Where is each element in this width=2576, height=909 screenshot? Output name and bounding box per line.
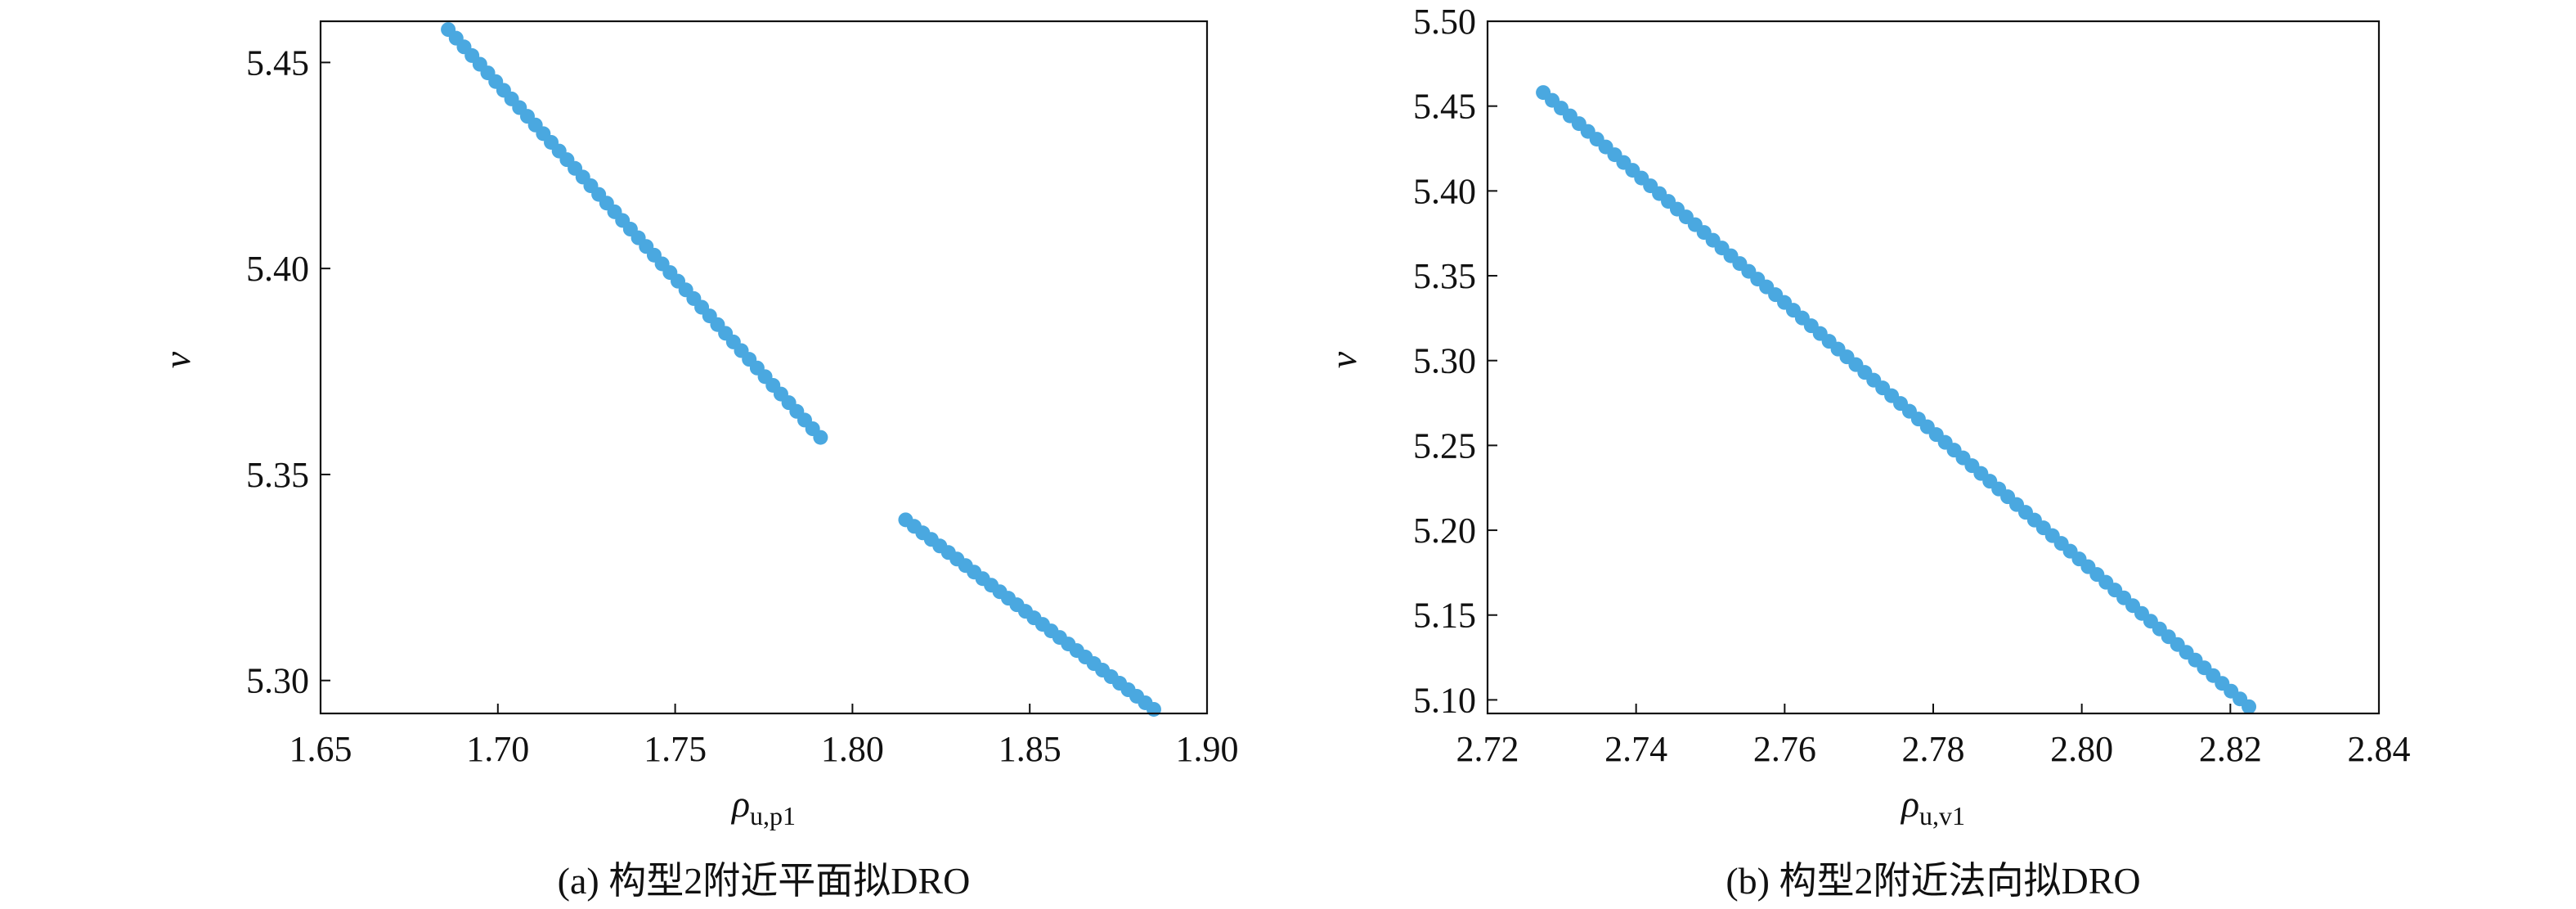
scatter-point-a-77 <box>1146 701 1161 717</box>
scatter-point-b-79 <box>2242 699 2257 714</box>
x-tick-label-b-4: 2.80 <box>2050 729 2113 769</box>
x-tick-label-b-3: 2.78 <box>1902 729 1965 769</box>
x-axis-label-a: ρu,p1 <box>730 783 796 830</box>
y-tick-label-b-8: 5.50 <box>1413 2 1476 42</box>
y-tick-label-b-0: 5.10 <box>1413 680 1476 720</box>
scatter-point-a-47 <box>813 430 828 445</box>
x-axis-subscript-b: u,v1 <box>1919 801 1965 830</box>
x-tick-label-b-1: 2.74 <box>1604 729 1667 769</box>
y-axis-label-b: v <box>1322 351 1364 368</box>
x-tick-label-a-2: 1.75 <box>644 729 707 769</box>
plot-frame-a <box>319 20 1209 715</box>
y-tick-label-b-7: 5.45 <box>1413 87 1476 127</box>
x-ticks-a: 1.65 1.70 1.75 1.80 1.85 1.90 <box>289 704 1239 769</box>
caption-a: (a) 构型2附近平面拟DRO <box>558 860 971 902</box>
x-axis-symbol-a: ρ <box>730 783 750 825</box>
y-tick-label-b-6: 5.40 <box>1413 171 1476 211</box>
caption-b: (b) 构型2附近法向拟DRO <box>1726 860 2140 902</box>
plot-frame-b <box>1486 20 2381 715</box>
y-tick-label-b-5: 5.35 <box>1413 256 1476 296</box>
y-tick-label-b-2: 5.20 <box>1413 511 1476 551</box>
y-tick-label-a-2: 5.40 <box>246 249 309 289</box>
y-tick-label-b-1: 5.15 <box>1413 596 1476 636</box>
scatter-points-b <box>1536 85 2257 714</box>
x-tick-label-a-3: 1.80 <box>821 729 884 769</box>
x-axis-label-b: ρu,v1 <box>1900 783 1965 830</box>
x-tick-label-b-2: 2.76 <box>1753 729 1816 769</box>
y-tick-label-a-1: 5.35 <box>246 455 309 495</box>
x-tick-label-b-5: 2.82 <box>2199 729 2262 769</box>
x-axis-subscript-a: u,p1 <box>750 801 796 830</box>
x-tick-label-b-6: 2.84 <box>2348 729 2411 769</box>
y-ticks-a: 5.30 5.35 5.40 5.45 <box>246 43 330 701</box>
x-tick-label-b-0: 2.72 <box>1456 729 1519 769</box>
chart-panel-a: 1.65 1.70 1.75 1.80 1.85 1.90 5.30 5.35 5.40 5.4… <box>156 20 1239 902</box>
x-tick-label-a-1: 1.70 <box>466 729 529 769</box>
y-axis-label-a: v <box>156 351 198 368</box>
x-tick-label-a-4: 1.85 <box>999 729 1061 769</box>
x-ticks-b: 2.72 2.74 2.76 2.78 2.80 2.82 2.84 <box>1456 704 2411 769</box>
x-tick-label-a-5: 1.90 <box>1176 729 1239 769</box>
x-axis-symbol-b: ρ <box>1900 783 1919 825</box>
y-ticks-b: 5.10 5.15 5.20 5.25 5.30 5.35 5.40 5.45 5.50 <box>1413 2 1497 720</box>
scatter-points-a <box>441 22 1161 717</box>
x-tick-label-a-0: 1.65 <box>289 729 352 769</box>
chart-panel-b: 2.72 2.74 2.76 2.78 2.80 2.82 2.84 5.10 5.15 5.2… <box>1322 2 2411 902</box>
y-tick-label-b-3: 5.25 <box>1413 425 1476 466</box>
y-tick-label-a-0: 5.30 <box>246 661 309 701</box>
y-tick-label-a-3: 5.45 <box>246 43 309 83</box>
y-tick-label-b-4: 5.30 <box>1413 341 1476 381</box>
